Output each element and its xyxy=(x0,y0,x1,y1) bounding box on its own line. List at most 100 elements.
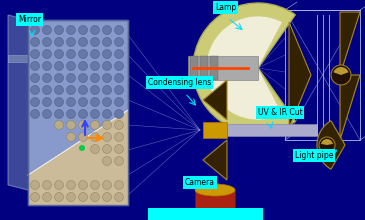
Circle shape xyxy=(42,86,51,95)
Bar xyxy=(28,20,128,205)
Circle shape xyxy=(331,65,351,85)
Ellipse shape xyxy=(195,184,235,196)
Bar xyxy=(210,56,218,80)
Circle shape xyxy=(66,97,76,106)
Text: Camera: Camera xyxy=(185,178,215,187)
Circle shape xyxy=(66,110,76,119)
Circle shape xyxy=(42,180,51,189)
Circle shape xyxy=(103,132,111,141)
Polygon shape xyxy=(203,80,227,120)
Circle shape xyxy=(66,180,76,189)
Circle shape xyxy=(103,145,111,154)
Circle shape xyxy=(66,192,76,202)
Circle shape xyxy=(42,110,51,119)
Polygon shape xyxy=(28,110,128,205)
Text: Condensing lens: Condensing lens xyxy=(148,78,211,87)
Circle shape xyxy=(54,62,64,70)
Circle shape xyxy=(54,192,64,202)
Circle shape xyxy=(103,73,111,82)
Circle shape xyxy=(78,110,88,119)
Bar xyxy=(200,56,208,80)
Circle shape xyxy=(115,50,123,59)
Circle shape xyxy=(103,86,111,95)
Polygon shape xyxy=(340,12,360,75)
Circle shape xyxy=(91,86,100,95)
Text: Lamp: Lamp xyxy=(215,3,236,12)
Circle shape xyxy=(103,156,111,165)
Circle shape xyxy=(66,121,76,130)
Circle shape xyxy=(115,121,123,130)
Circle shape xyxy=(78,86,88,95)
Text: Light pipe: Light pipe xyxy=(295,151,333,160)
Bar xyxy=(227,124,317,136)
Circle shape xyxy=(54,121,64,130)
Circle shape xyxy=(54,97,64,106)
Circle shape xyxy=(31,37,39,46)
Circle shape xyxy=(66,73,76,82)
Circle shape xyxy=(79,145,85,151)
Circle shape xyxy=(91,37,100,46)
Circle shape xyxy=(66,62,76,70)
Circle shape xyxy=(42,62,51,70)
Circle shape xyxy=(31,192,39,202)
Wedge shape xyxy=(206,16,283,120)
Circle shape xyxy=(103,110,111,119)
Circle shape xyxy=(103,192,111,202)
Circle shape xyxy=(31,26,39,35)
Circle shape xyxy=(31,62,39,70)
Text: Mirror: Mirror xyxy=(18,15,41,24)
Circle shape xyxy=(54,180,64,189)
Text: UV & IR Cut: UV & IR Cut xyxy=(258,108,303,117)
Circle shape xyxy=(115,97,123,106)
Circle shape xyxy=(115,192,123,202)
Circle shape xyxy=(115,26,123,35)
Circle shape xyxy=(115,156,123,165)
Circle shape xyxy=(54,110,64,119)
Circle shape xyxy=(115,86,123,95)
Circle shape xyxy=(78,37,88,46)
Circle shape xyxy=(54,86,64,95)
Circle shape xyxy=(54,37,64,46)
Circle shape xyxy=(66,132,76,141)
Circle shape xyxy=(91,50,100,59)
Circle shape xyxy=(66,50,76,59)
Wedge shape xyxy=(193,3,295,133)
Circle shape xyxy=(91,110,100,119)
Circle shape xyxy=(42,50,51,59)
Circle shape xyxy=(31,180,39,189)
Circle shape xyxy=(103,50,111,59)
Circle shape xyxy=(91,180,100,189)
Circle shape xyxy=(54,73,64,82)
Circle shape xyxy=(91,62,100,70)
Circle shape xyxy=(78,73,88,82)
Wedge shape xyxy=(334,67,349,75)
Circle shape xyxy=(115,180,123,189)
Circle shape xyxy=(31,86,39,95)
Circle shape xyxy=(91,132,100,141)
Circle shape xyxy=(54,26,64,35)
Polygon shape xyxy=(340,75,360,140)
Bar xyxy=(203,122,227,138)
Circle shape xyxy=(78,121,88,130)
Circle shape xyxy=(115,132,123,141)
Circle shape xyxy=(103,37,111,46)
Circle shape xyxy=(31,73,39,82)
Circle shape xyxy=(42,73,51,82)
Circle shape xyxy=(91,73,100,82)
Bar xyxy=(148,208,263,220)
Circle shape xyxy=(91,192,100,202)
Polygon shape xyxy=(203,140,227,180)
Circle shape xyxy=(31,50,39,59)
Circle shape xyxy=(115,37,123,46)
Circle shape xyxy=(103,97,111,106)
Circle shape xyxy=(319,137,335,153)
Circle shape xyxy=(66,86,76,95)
Circle shape xyxy=(91,145,100,154)
Circle shape xyxy=(103,62,111,70)
Polygon shape xyxy=(8,15,48,195)
Wedge shape xyxy=(321,139,333,145)
Circle shape xyxy=(54,50,64,59)
Circle shape xyxy=(103,180,111,189)
Circle shape xyxy=(42,26,51,35)
Circle shape xyxy=(91,97,100,106)
